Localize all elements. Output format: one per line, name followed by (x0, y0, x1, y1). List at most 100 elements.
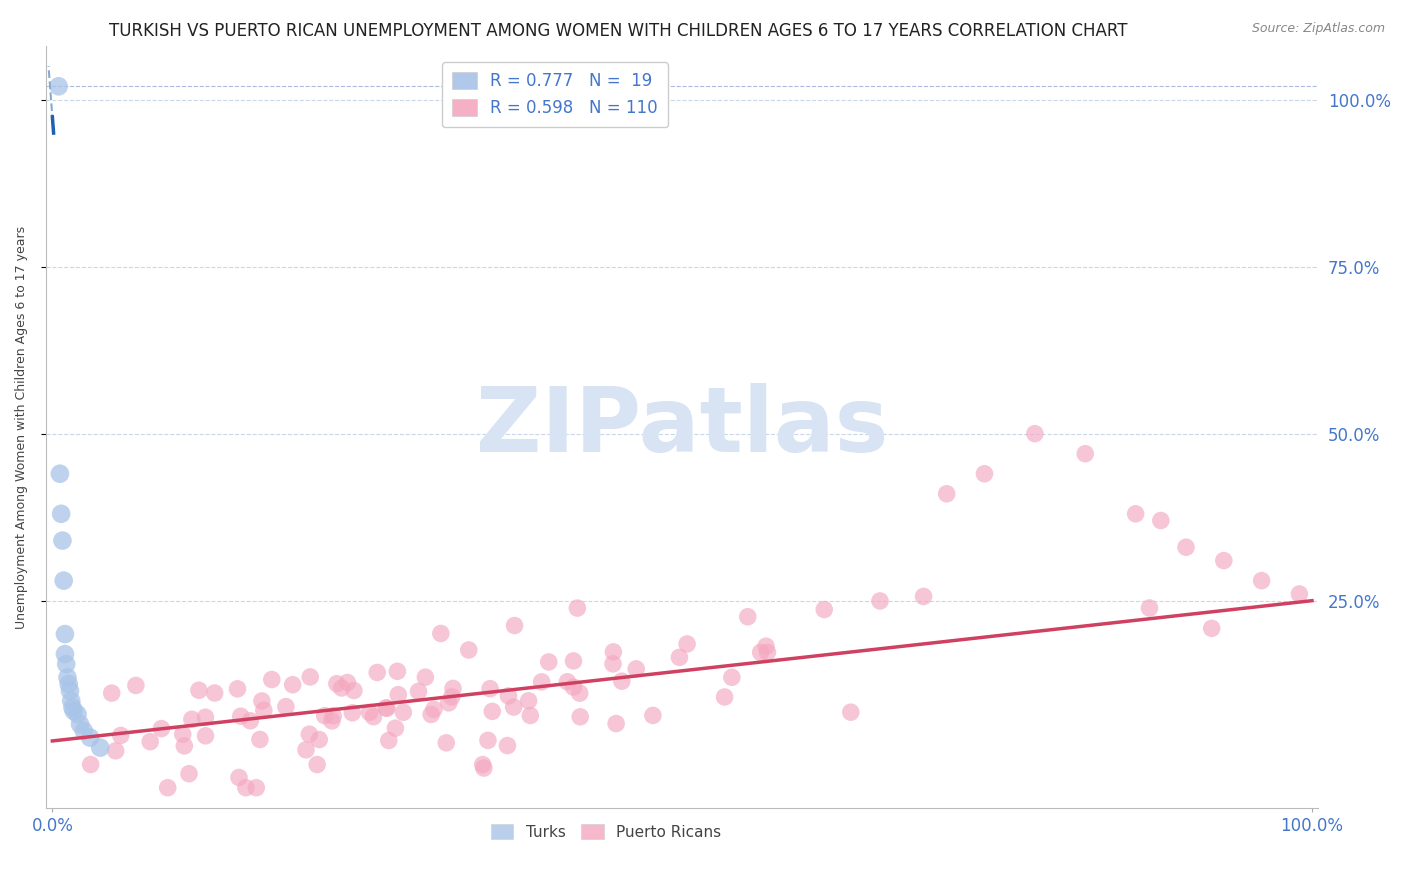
Point (423, 702, 446, 716)
Point (737, 609, 759, 624)
Point (62, 700, 84, 714)
Point (624, 662, 647, 676)
Point (274, 699, 297, 714)
Point (363, 709, 385, 723)
Point (496, 739, 519, 753)
Point (51, 533, 73, 548)
Point (66, 707, 89, 722)
Point (415, 670, 437, 684)
Point (281, 678, 304, 692)
Point (226, 681, 249, 696)
Point (721, 670, 744, 684)
Point (104, 744, 127, 758)
Point (749, 645, 772, 659)
Point (557, 674, 579, 689)
Point (1175, 540, 1198, 554)
Point (204, 686, 226, 700)
Point (298, 727, 321, 741)
Point (387, 665, 409, 679)
Point (253, 703, 276, 717)
Point (517, 694, 540, 708)
Point (125, 678, 148, 692)
Point (481, 704, 503, 718)
Point (430, 626, 453, 640)
Point (79, 731, 101, 745)
Point (602, 645, 624, 659)
Point (568, 686, 591, 700)
Point (110, 728, 132, 742)
Point (53, 647, 76, 661)
Point (519, 708, 541, 723)
Point (668, 650, 690, 665)
Point (249, 732, 271, 747)
Point (150, 722, 173, 736)
Text: ZIPatlas: ZIPatlas (477, 383, 889, 471)
Point (375, 701, 398, 715)
Point (562, 680, 585, 694)
Point (1201, 621, 1223, 635)
Point (295, 743, 318, 757)
Point (359, 706, 381, 720)
Point (62, 704, 84, 718)
Point (229, 709, 252, 723)
Point (713, 690, 735, 704)
Point (602, 657, 624, 671)
Point (1024, 426, 1046, 441)
Point (1074, 447, 1097, 461)
Point (537, 655, 560, 669)
Point (498, 689, 520, 703)
Point (813, 602, 835, 616)
Point (375, 701, 398, 715)
Point (1288, 587, 1310, 601)
Point (73, 723, 96, 738)
Point (342, 706, 364, 720)
Point (51, 507, 73, 521)
Point (336, 675, 359, 690)
Point (139, 734, 162, 748)
Point (177, 766, 200, 780)
Point (569, 710, 592, 724)
Point (330, 681, 353, 695)
Point (53, 627, 76, 641)
Point (172, 727, 194, 741)
Point (260, 673, 283, 687)
Text: Source: ZipAtlas.com: Source: ZipAtlas.com (1251, 22, 1385, 36)
Text: TURKISH VS PUERTO RICAN UNEMPLOYMENT AMONG WOMEN WITH CHILDREN AGES 6 TO 17 YEAR: TURKISH VS PUERTO RICAN UNEMPLOYMENT AMO… (110, 22, 1128, 40)
Point (935, 487, 957, 501)
Point (605, 716, 627, 731)
Point (973, 467, 995, 481)
Point (408, 684, 430, 698)
Point (250, 694, 273, 708)
Point (912, 590, 935, 604)
Point (641, 708, 664, 723)
Point (479, 681, 502, 696)
Point (869, 594, 891, 608)
Point (49, 467, 72, 481)
Point (378, 733, 401, 747)
Point (839, 705, 862, 719)
Point (307, 757, 329, 772)
Point (100, 686, 122, 700)
Point (1212, 553, 1234, 567)
Point (308, 732, 330, 747)
Point (562, 654, 585, 668)
Point (314, 708, 336, 723)
Point (79, 757, 101, 772)
Point (69, 717, 91, 731)
Point (437, 696, 460, 710)
Point (756, 645, 779, 659)
Y-axis label: Unemployment Among Women with Children Ages 6 to 17 years: Unemployment Among Women with Children A… (15, 226, 28, 629)
Point (503, 618, 526, 632)
Point (235, 780, 257, 795)
Point (384, 721, 406, 735)
Point (440, 690, 463, 704)
Point (387, 688, 409, 702)
Point (173, 739, 195, 753)
Point (502, 700, 524, 714)
Point (239, 714, 262, 728)
Point (610, 674, 633, 689)
Point (58, 677, 80, 691)
Point (567, 601, 589, 615)
Point (245, 780, 267, 795)
Point (89, 740, 111, 755)
